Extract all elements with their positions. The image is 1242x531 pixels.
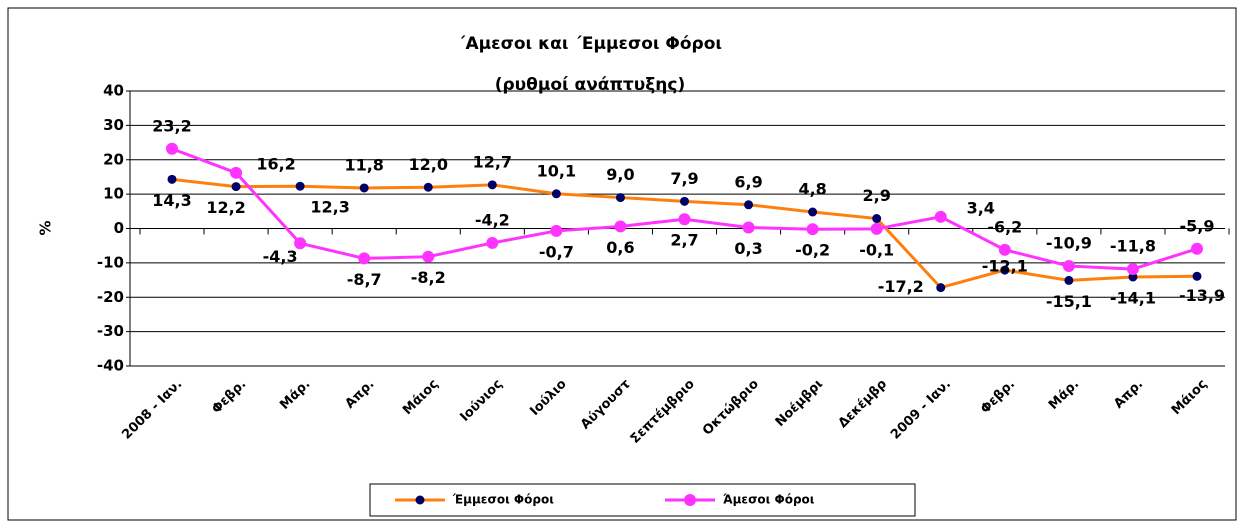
point [359, 183, 369, 193]
data-label: -13,9 [1179, 286, 1225, 305]
point [1191, 242, 1203, 255]
point [614, 220, 627, 233]
data-label: 0,3 [734, 239, 762, 258]
data-label: 12,2 [206, 198, 245, 217]
data-label: 4,8 [798, 180, 826, 199]
data-label: -12,1 [982, 257, 1028, 276]
data-label: -11,8 [1110, 237, 1156, 256]
chart-subtitle: (ρυθμοί ανάπτυξης) [495, 75, 686, 95]
y-tick-label: -30 [97, 322, 124, 340]
data-label: -10,9 [1046, 233, 1092, 252]
data-label: 7,9 [670, 169, 698, 188]
point [744, 200, 754, 210]
point [486, 236, 499, 249]
data-label: -6,2 [987, 217, 1022, 236]
data-label: 2,7 [670, 231, 698, 250]
data-label: 2,9 [863, 186, 891, 205]
data-label: 14,3 [152, 191, 191, 210]
point [678, 213, 691, 226]
point [934, 210, 947, 223]
point [551, 189, 561, 199]
point [358, 252, 371, 265]
point [615, 193, 625, 203]
y-tick-label: 30 [103, 116, 124, 134]
point [872, 214, 882, 224]
point [295, 181, 305, 191]
frame [7, 7, 1237, 521]
y-tick-label: 20 [103, 150, 124, 168]
point [294, 237, 307, 250]
point [998, 243, 1011, 256]
legend-marker [684, 494, 696, 506]
data-label: 10,1 [537, 161, 576, 180]
point [1126, 263, 1139, 276]
legend [369, 483, 916, 517]
data-label: -4,2 [475, 210, 510, 229]
data-label: 16,2 [256, 154, 295, 173]
y-tick-label: 10 [103, 185, 124, 203]
chart-title: ΄Αμεσοι και ΄Εμμεσοι Φόροι [458, 34, 722, 54]
point [1128, 272, 1138, 282]
data-label: -8,2 [411, 268, 446, 287]
y-tick-label: -20 [97, 288, 124, 306]
data-label: -14,1 [1110, 288, 1156, 307]
data-label: -15,1 [1046, 292, 1092, 311]
point [550, 224, 563, 237]
point [422, 250, 435, 263]
data-label: 12,3 [310, 198, 349, 217]
legend-label: Άμεσοι Φόροι [723, 493, 815, 507]
y-tick-label: 0 [114, 219, 124, 237]
point [680, 196, 689, 206]
point [742, 221, 755, 234]
point [870, 222, 883, 235]
point [1000, 265, 1010, 275]
data-label: -0,7 [539, 242, 574, 261]
data-label: -0,2 [795, 241, 830, 260]
point [230, 166, 243, 179]
point [1192, 271, 1202, 281]
data-label: 12,7 [473, 152, 512, 171]
point [808, 207, 818, 217]
data-label: 6,9 [734, 172, 762, 191]
y-tick-label: 40 [103, 82, 124, 100]
data-label: -5,9 [1180, 216, 1215, 235]
point [166, 142, 178, 155]
y-tick-label: -10 [97, 253, 124, 271]
point [1064, 275, 1074, 285]
point [806, 223, 819, 236]
point [167, 174, 177, 184]
point [487, 180, 497, 190]
data-label: -4,3 [263, 247, 298, 266]
point [936, 283, 946, 293]
y-axis-label: % [37, 220, 55, 235]
data-label: 11,8 [344, 155, 383, 174]
data-label: 9,0 [606, 165, 634, 184]
data-label: -0,1 [859, 240, 894, 259]
point [1062, 259, 1075, 272]
y-tick-label: -40 [97, 357, 124, 375]
data-label: 0,6 [606, 238, 634, 257]
data-label: 23,2 [152, 116, 191, 135]
data-label: 12,0 [409, 155, 448, 174]
legend-marker [415, 495, 425, 505]
legend-label: Έμμεσοι Φόροι [452, 493, 554, 507]
point [231, 182, 241, 192]
data-label: 3,4 [967, 198, 995, 217]
point [423, 182, 433, 192]
data-label: -17,2 [878, 277, 924, 296]
data-label: -8,7 [347, 270, 382, 289]
